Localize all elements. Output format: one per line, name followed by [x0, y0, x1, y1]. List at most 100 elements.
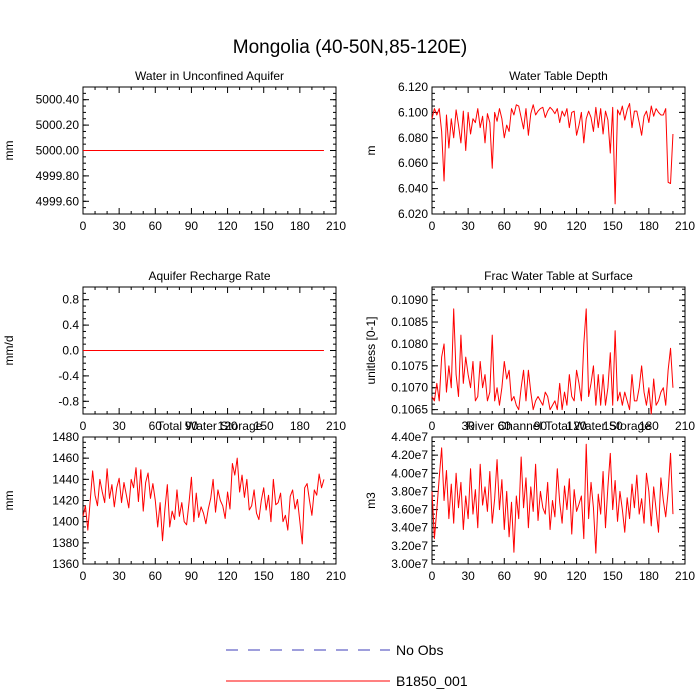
y-axis-label: mm [2, 141, 16, 161]
x-tick-label: 180 [290, 569, 310, 583]
x-tick-label: 150 [254, 569, 274, 583]
x-tick-label: 60 [149, 569, 163, 583]
x-tick-label: 0 [429, 569, 436, 583]
y-tick-label: 0.8 [62, 293, 79, 307]
y-tick-label: 0.1085 [391, 315, 428, 329]
y-tick-label: 4999.80 [36, 169, 80, 183]
x-tick-label: 210 [326, 569, 346, 583]
y-tick-label: -0.4 [58, 369, 79, 383]
x-tick-label: 0 [80, 569, 87, 583]
y-axis-label: mm [2, 491, 16, 511]
x-tick-label: 90 [534, 569, 548, 583]
x-tick-label: 150 [603, 219, 623, 233]
x-tick-label: 150 [603, 419, 623, 433]
x-tick-label: 30 [112, 419, 126, 433]
x-tick-label: 180 [639, 219, 659, 233]
x-tick-label: 180 [639, 419, 659, 433]
y-tick-label: 0.1080 [391, 337, 428, 351]
y-tick-label: 1400 [52, 515, 79, 529]
y-tick-label: 1440 [52, 472, 79, 486]
y-tick-label: 3.60e7 [391, 503, 428, 517]
series-line-b1850-001 [431, 103, 674, 205]
panel-title: Frac Water Table at Surface [484, 269, 633, 283]
x-tick-label: 180 [639, 569, 659, 583]
panel-5: Total Water Storage 0 30 60 90 120 150 180 210 13… [2, 419, 346, 583]
y-tick-label: 0.0 [62, 344, 79, 358]
panel-4: Frac Water Table at Surface 0 30 60 90 120 150… [364, 269, 695, 433]
panel-6: River Channel Total Water Storage 0 30 60 90… [364, 419, 695, 583]
y-tick-label: 1460 [52, 451, 79, 465]
panel-title: River Channel Total Water Storage [466, 419, 651, 433]
x-tick-label: 90 [534, 219, 548, 233]
x-tick-label: 30 [461, 219, 475, 233]
y-tick-label: 6.120 [398, 80, 428, 94]
y-tick-label: 0.1065 [391, 403, 428, 417]
y-tick-label: 4.00e7 [391, 466, 428, 480]
y-tick-label: 1420 [52, 494, 79, 508]
y-tick-label: 1380 [52, 536, 79, 550]
y-tick-label: 0.1090 [391, 293, 428, 307]
panel-1: Water in Unconfined Aquifer 0 30 60 90 120 150… [2, 69, 346, 233]
x-tick-label: 120 [218, 569, 238, 583]
y-tick-label: 5000.40 [36, 93, 80, 107]
panel-title: Aquifer Recharge Rate [148, 269, 270, 283]
x-tick-label: 210 [326, 419, 346, 433]
x-tick-label: 180 [290, 419, 310, 433]
x-tick-label: 120 [567, 419, 587, 433]
y-tick-label: 6.080 [398, 131, 428, 145]
x-tick-label: 30 [461, 419, 475, 433]
x-tick-label: 60 [498, 219, 512, 233]
y-tick-label: 4.20e7 [391, 448, 428, 462]
y-axis-label: m3 [364, 492, 378, 509]
y-axis-label: unitless [0-1] [364, 316, 378, 384]
x-tick-label: 150 [254, 419, 274, 433]
legend-label: B1850_001 [396, 673, 468, 689]
panel-title: Water Table Depth [509, 69, 608, 83]
y-tick-label: 6.100 [398, 105, 428, 119]
x-tick-label: 90 [185, 219, 199, 233]
x-tick-label: 180 [290, 219, 310, 233]
x-tick-label: 30 [112, 569, 126, 583]
y-tick-label: 0.4 [62, 318, 79, 332]
y-tick-label: 4999.60 [36, 194, 80, 208]
y-tick-label: 4.40e7 [391, 430, 428, 444]
y-tick-label: 1360 [52, 557, 79, 571]
x-tick-label: 90 [534, 419, 548, 433]
x-tick-label: 60 [149, 419, 163, 433]
y-tick-label: 3.00e7 [391, 557, 428, 571]
x-tick-label: 60 [149, 219, 163, 233]
y-tick-label: 1480 [52, 430, 79, 444]
y-tick-label: 3.80e7 [391, 484, 428, 498]
x-tick-label: 90 [185, 419, 199, 433]
x-tick-label: 0 [80, 419, 87, 433]
series-line-b1850-001 [82, 457, 325, 545]
series-line-b1850-001 [431, 308, 674, 415]
y-tick-label: 6.060 [398, 156, 428, 170]
figure-title: Mongolia (40-50N,85-120E) [233, 37, 467, 58]
y-tick-label: 0.1075 [391, 359, 428, 373]
panel-title: Water in Unconfined Aquifer [135, 69, 284, 83]
x-tick-label: 0 [80, 219, 87, 233]
x-tick-label: 60 [498, 419, 512, 433]
y-tick-label: 0.1070 [391, 381, 428, 395]
panel-title: Total Water Storage [157, 419, 263, 433]
panels: Water in Unconfined Aquifer 0 30 60 90 120 150… [2, 69, 695, 583]
panel-3: Aquifer Recharge Rate 0 30 60 90 120 150 180 210… [2, 269, 346, 433]
plot-frame [431, 286, 686, 415]
legend: No Obs B1850_001 [226, 642, 468, 689]
x-tick-label: 30 [112, 219, 126, 233]
x-tick-label: 210 [675, 569, 695, 583]
y-tick-label: 6.020 [398, 207, 428, 221]
x-tick-label: 120 [567, 219, 587, 233]
legend-label: No Obs [396, 642, 443, 658]
y-tick-label: 5000.20 [36, 118, 80, 132]
plot-frame [431, 86, 686, 215]
x-tick-label: 120 [218, 419, 238, 433]
y-tick-label: 6.040 [398, 182, 428, 196]
series-line-b1850-001 [431, 443, 674, 554]
x-tick-label: 0 [429, 219, 436, 233]
x-tick-label: 120 [218, 219, 238, 233]
y-tick-label: 3.40e7 [391, 521, 428, 535]
y-tick-label: 5000.00 [36, 144, 80, 158]
